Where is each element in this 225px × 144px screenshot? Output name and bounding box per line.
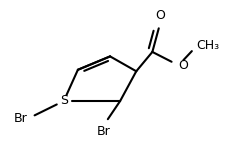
Text: Br: Br: [97, 125, 111, 138]
Text: CH₃: CH₃: [197, 39, 220, 52]
Text: O: O: [178, 59, 188, 72]
Text: S: S: [60, 94, 68, 107]
Text: Br: Br: [14, 112, 27, 125]
Text: O: O: [155, 9, 165, 22]
